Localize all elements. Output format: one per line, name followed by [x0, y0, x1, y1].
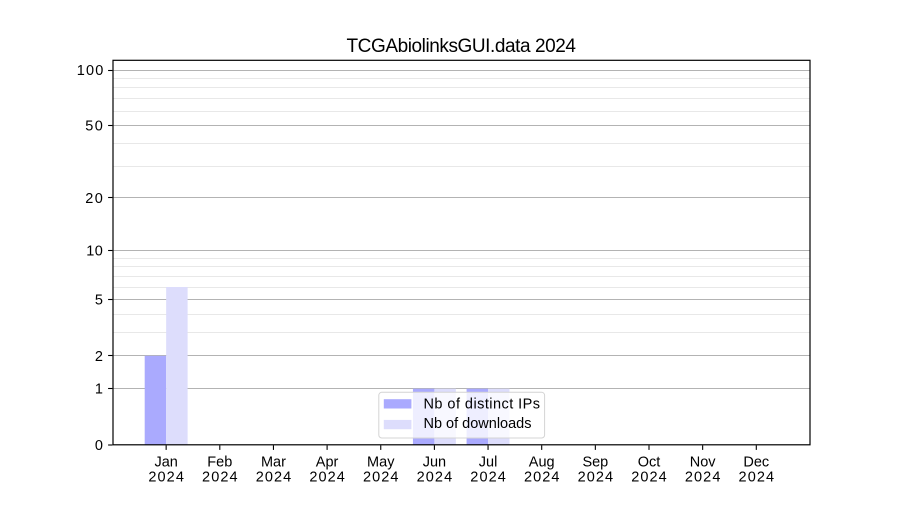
svg-text:Jul: Jul: [479, 454, 498, 470]
svg-text:10: 10: [86, 243, 103, 259]
svg-text:Sep: Sep: [582, 454, 608, 470]
svg-text:Dec: Dec: [743, 454, 769, 470]
svg-text:2024: 2024: [309, 470, 345, 486]
svg-text:2024: 2024: [578, 470, 614, 486]
svg-text:2024: 2024: [202, 470, 238, 486]
svg-text:Aug: Aug: [529, 454, 555, 470]
svg-text:Jan: Jan: [154, 454, 177, 470]
svg-text:Nov: Nov: [690, 454, 717, 470]
svg-text:May: May: [367, 454, 395, 470]
svg-text:2024: 2024: [470, 470, 506, 486]
svg-text:Nb of distinct IPs: Nb of distinct IPs: [424, 397, 541, 413]
svg-text:1: 1: [95, 382, 103, 398]
svg-text:20: 20: [85, 191, 103, 207]
svg-text:Jun: Jun: [423, 454, 446, 470]
svg-text:2024: 2024: [739, 470, 775, 486]
svg-text:Nb of downloads: Nb of downloads: [424, 416, 532, 432]
svg-text:2024: 2024: [685, 470, 721, 486]
svg-text:2024: 2024: [417, 470, 453, 486]
svg-text:2024: 2024: [363, 470, 399, 486]
svg-text:2024: 2024: [524, 470, 560, 486]
svg-text:100: 100: [77, 63, 104, 79]
svg-text:2024: 2024: [148, 470, 184, 486]
svg-text:Oct: Oct: [638, 454, 661, 470]
svg-text:2024: 2024: [631, 470, 667, 486]
svg-text:Mar: Mar: [261, 454, 286, 470]
svg-text:50: 50: [85, 119, 103, 135]
svg-text:Feb: Feb: [207, 454, 232, 470]
svg-text:2024: 2024: [256, 470, 292, 486]
svg-text:Apr: Apr: [316, 454, 339, 470]
svg-text:5: 5: [95, 293, 103, 309]
svg-text:0: 0: [95, 438, 103, 454]
svg-text:TCGAbiolinksGUI.data 2024: TCGAbiolinksGUI.data 2024: [347, 36, 577, 57]
svg-text:2: 2: [95, 349, 103, 365]
